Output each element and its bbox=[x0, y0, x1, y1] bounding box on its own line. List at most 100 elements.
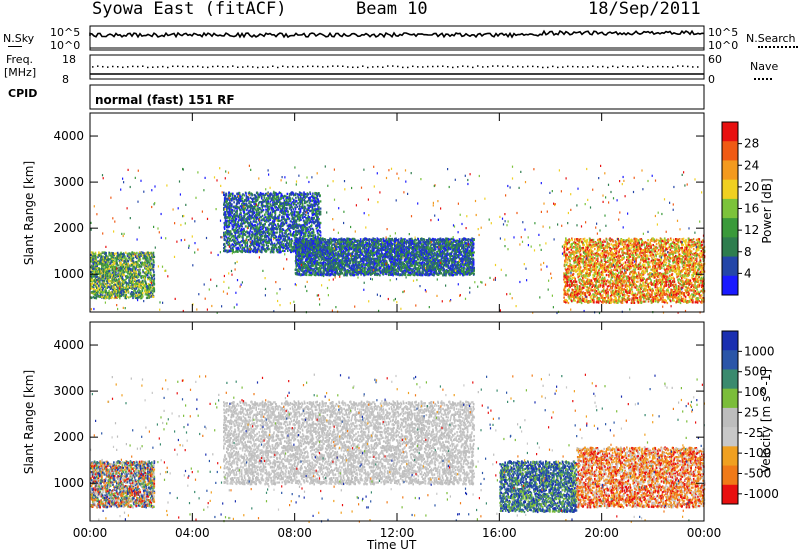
echo-cell bbox=[229, 230, 232, 233]
echo-cell bbox=[104, 276, 106, 279]
echo-cell bbox=[121, 284, 124, 288]
echo-cell bbox=[273, 193, 276, 197]
echo-cell bbox=[133, 270, 135, 273]
echo-cell bbox=[275, 246, 278, 249]
echo-cell bbox=[258, 212, 261, 215]
nave-dot bbox=[647, 66, 649, 68]
echo-cell bbox=[109, 273, 112, 276]
echo-cell bbox=[125, 262, 128, 266]
echo-cell bbox=[123, 274, 125, 277]
echo-cell bbox=[115, 265, 118, 268]
echo-cell bbox=[135, 287, 138, 290]
echo-cell bbox=[135, 293, 137, 296]
echo-cell bbox=[130, 254, 133, 257]
echo-cell bbox=[230, 214, 232, 217]
echo-cell bbox=[97, 254, 99, 257]
echo-cell bbox=[119, 264, 122, 267]
echo-cell bbox=[113, 275, 115, 278]
echo-cell bbox=[236, 242, 238, 245]
echo-cell bbox=[122, 277, 124, 280]
echo-cell bbox=[135, 282, 138, 285]
echo-cell bbox=[240, 211, 242, 214]
echo-cell bbox=[239, 246, 242, 249]
echo-cell bbox=[312, 234, 315, 237]
echo-cell bbox=[104, 272, 106, 275]
nave-dot bbox=[497, 65, 499, 67]
echo-cell bbox=[119, 276, 121, 279]
echo-cell bbox=[116, 285, 119, 288]
echo-cell bbox=[113, 283, 115, 286]
echo-cell bbox=[257, 223, 259, 226]
echo-cell bbox=[253, 202, 255, 205]
echo-cell bbox=[108, 292, 110, 295]
echo-cell bbox=[146, 257, 149, 260]
echo-cell bbox=[130, 264, 133, 267]
echo-cell bbox=[223, 242, 226, 246]
echo-cell bbox=[100, 283, 103, 286]
echo-cell bbox=[133, 268, 135, 271]
nave-dot bbox=[682, 65, 684, 67]
echo-cell bbox=[300, 218, 302, 221]
echo-cell bbox=[90, 284, 92, 287]
echo-cell bbox=[131, 269, 133, 272]
nave-dot bbox=[532, 65, 534, 68]
echo-cell bbox=[90, 258, 92, 261]
echo-cell bbox=[94, 281, 97, 284]
echo-cell bbox=[311, 206, 314, 209]
echo-cell bbox=[113, 280, 115, 283]
echo-cell bbox=[122, 288, 124, 291]
echo-cell bbox=[116, 296, 118, 299]
echo-cell bbox=[114, 292, 116, 295]
nave-dot bbox=[177, 65, 179, 68]
echo-cell bbox=[123, 263, 125, 266]
echo-cell bbox=[92, 290, 95, 293]
echo-cell bbox=[301, 203, 304, 207]
echo-cell bbox=[290, 242, 293, 245]
echo-cell bbox=[93, 271, 95, 274]
echo-cell bbox=[90, 278, 92, 282]
echo-cell bbox=[122, 286, 125, 289]
echo-cell bbox=[110, 269, 113, 272]
echo-cell bbox=[126, 267, 128, 270]
echo-cell bbox=[121, 293, 123, 296]
echo-cell bbox=[95, 291, 98, 294]
echo-cell bbox=[288, 245, 291, 248]
nsky-label: N.Sky bbox=[3, 32, 34, 45]
nave-dot bbox=[407, 66, 409, 69]
nave-dot bbox=[462, 65, 464, 67]
echo-cell bbox=[250, 201, 252, 204]
nave-dot bbox=[342, 65, 344, 68]
echo-cell bbox=[90, 275, 93, 278]
nsky-line bbox=[89, 29, 705, 39]
echo-cell bbox=[304, 206, 307, 209]
echo-cell bbox=[132, 296, 134, 300]
echo-cell bbox=[133, 287, 136, 290]
echo-cell bbox=[113, 296, 116, 300]
echo-cell bbox=[127, 282, 129, 285]
echo-cell bbox=[105, 255, 108, 258]
echo-cell bbox=[118, 270, 121, 273]
echo-cell bbox=[228, 242, 231, 245]
nave-dot bbox=[102, 65, 104, 68]
nave-dot bbox=[147, 66, 149, 69]
echo-cell bbox=[233, 201, 235, 204]
echo-cell bbox=[117, 295, 120, 298]
echo-cell bbox=[241, 225, 243, 228]
echo-cell bbox=[296, 205, 298, 208]
echo-cell bbox=[253, 218, 255, 221]
nave-dot bbox=[402, 66, 404, 69]
echo-cell bbox=[122, 252, 125, 255]
echo-cell bbox=[243, 219, 245, 222]
echo-cell bbox=[264, 213, 266, 216]
echo-cell bbox=[122, 292, 124, 295]
echo-cell bbox=[236, 225, 239, 228]
echo-cell bbox=[107, 281, 109, 285]
echo-cell bbox=[268, 227, 270, 231]
echo-cell bbox=[107, 258, 110, 261]
nave-dot bbox=[557, 66, 559, 69]
nave-dot bbox=[422, 66, 424, 68]
nave-dot bbox=[317, 65, 319, 68]
echo-cell bbox=[94, 274, 97, 277]
echo-cell bbox=[236, 209, 238, 213]
echo-cell bbox=[94, 283, 97, 286]
